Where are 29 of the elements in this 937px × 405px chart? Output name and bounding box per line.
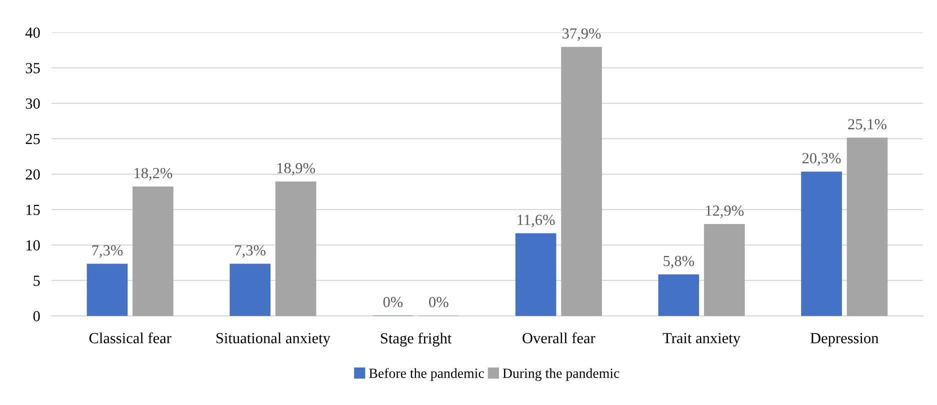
data-label: 18,2%: [134, 168, 172, 180]
data-label: 0%: [383, 296, 403, 308]
data-label: 7,3%: [235, 245, 266, 258]
y-tick-label: 0: [33, 311, 40, 322]
x-tick-label: Overall fear: [522, 332, 596, 344]
data-label: 12,9%: [706, 206, 744, 218]
legend-label: During the pandemic: [502, 368, 620, 381]
x-tick-label: Classical fear: [89, 332, 172, 344]
x-tick-label: Stage fright: [380, 332, 452, 347]
data-label: 20,3%: [802, 153, 841, 166]
data-label: 18,9%: [277, 162, 316, 176]
y-tick-label: 10: [26, 240, 40, 250]
data-label: 37,9%: [562, 28, 601, 41]
y-tick-label: 5: [34, 276, 40, 286]
data-label: 25,1%: [848, 119, 886, 132]
data-label: 5,8%: [664, 256, 694, 268]
y-tick-label: 25: [26, 134, 40, 144]
x-tick-label: Depression: [810, 333, 879, 346]
y-tick-label: 40: [25, 28, 40, 38]
data-label: 11,6%: [518, 214, 555, 228]
data-label: 7,3%: [92, 245, 123, 258]
x-tick-label: Situational anxiety: [216, 332, 330, 346]
y-tick-label: 15: [26, 204, 40, 216]
x-tick-label: Trait anxiety: [662, 333, 740, 346]
legend-label: Before the pandemic: [369, 368, 484, 381]
y-tick-label: 20: [26, 169, 40, 180]
y-tick-label: 30: [26, 98, 40, 109]
data-label: 0%: [429, 296, 448, 308]
y-tick-label: 35: [26, 63, 40, 74]
